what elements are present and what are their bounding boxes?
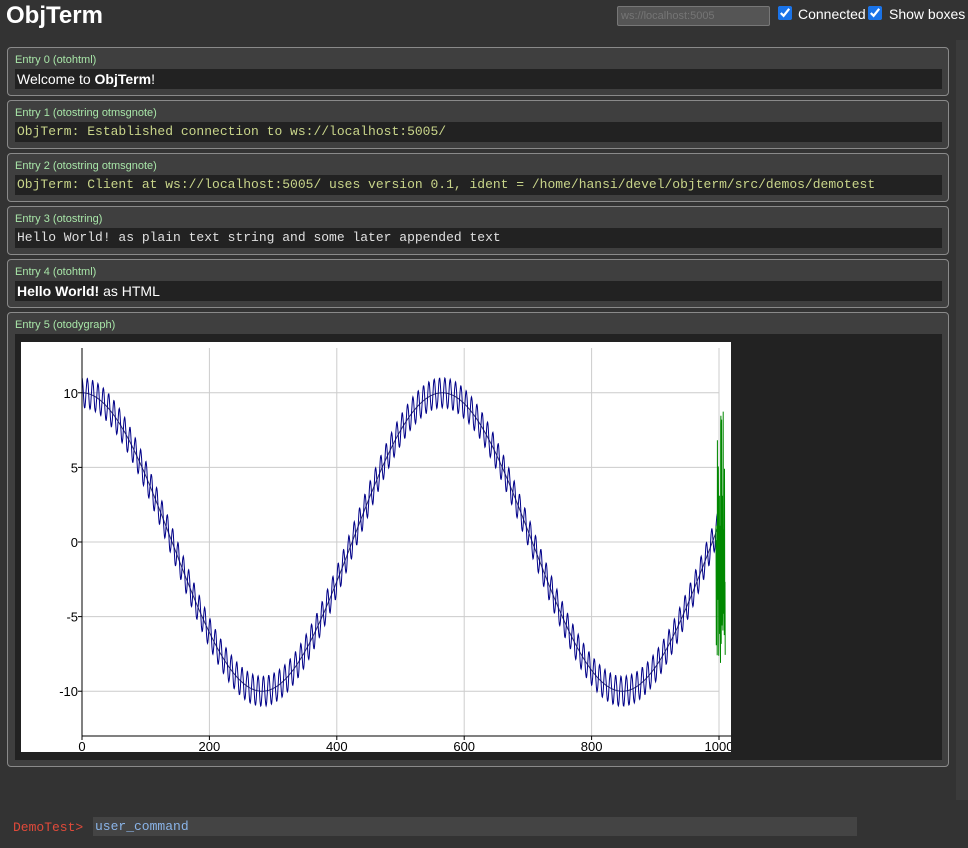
entry-list: Entry 0 (otohtml) Welcome to ObjTerm! En… xyxy=(7,47,949,771)
entry-content: Welcome to ObjTerm! xyxy=(15,69,942,89)
header-bar: ObjTerm Connected Show boxes xyxy=(0,0,968,38)
entry-2: Entry 2 (otostring otmsgnote) ObjTerm: C… xyxy=(7,153,949,202)
entry-header: Entry 4 (otohtml) xyxy=(15,266,97,278)
show-boxes-checkbox[interactable] xyxy=(868,6,882,20)
x-tick-label: 200 xyxy=(199,739,221,752)
entry-4: Entry 4 (otohtml) Hello World! as HTML xyxy=(7,259,949,308)
y-tick-label: -5 xyxy=(66,610,78,625)
entry-content: Hello World! as HTML xyxy=(15,281,942,301)
command-input[interactable] xyxy=(93,817,857,836)
entry-text: ! xyxy=(151,71,155,87)
connected-checkbox[interactable] xyxy=(778,6,792,20)
entry-bold-text: ObjTerm xyxy=(94,71,152,87)
entry-content: ObjTerm: Established connection to ws://… xyxy=(15,122,942,142)
entry-header: Entry 0 (otohtml) xyxy=(15,54,97,66)
y-tick-label: 0 xyxy=(71,535,78,550)
x-tick-label: 600 xyxy=(453,739,475,752)
entry-3: Entry 3 (otostring) Hello World! as plai… xyxy=(7,206,949,255)
show-boxes-label[interactable]: Show boxes xyxy=(889,6,966,22)
connected-label[interactable]: Connected xyxy=(798,6,866,22)
x-tick-label: 800 xyxy=(581,739,603,752)
y-tick-label: 10 xyxy=(64,386,78,401)
x-tick-label: 400 xyxy=(326,739,348,752)
y-tick-label: 5 xyxy=(71,460,78,475)
series-line xyxy=(81,376,720,708)
entry-text: Welcome to xyxy=(17,71,95,87)
x-tick-label: 1000 xyxy=(705,739,731,752)
app-title: ObjTerm xyxy=(6,2,103,29)
series-line xyxy=(715,411,726,663)
scrollbar[interactable] xyxy=(956,40,968,800)
entry-1: Entry 1 (otostring otmsgnote) ObjTerm: E… xyxy=(7,100,949,149)
entry-header: Entry 1 (otostring otmsgnote) xyxy=(15,107,157,119)
entry-0: Entry 0 (otohtml) Welcome to ObjTerm! xyxy=(7,47,949,96)
entry-header: Entry 2 (otostring otmsgnote) xyxy=(15,160,157,172)
prompt-label: DemoTest> xyxy=(13,820,84,835)
entry-content: ObjTerm: Client at ws://localhost:5005/ … xyxy=(15,175,942,195)
entry-text: as HTML xyxy=(99,283,160,299)
entry-content: Hello World! as plain text string and so… xyxy=(15,228,942,248)
server-url-input[interactable] xyxy=(617,6,770,26)
x-tick-label: 0 xyxy=(78,739,85,752)
y-tick-label: -10 xyxy=(59,684,78,699)
entry-5: Entry 5 (otodygraph) 0 200 400 600 800 1000 10… xyxy=(7,312,949,767)
entry-bold-text: Hello World! xyxy=(17,283,100,299)
entry-header: Entry 3 (otostring) xyxy=(15,213,103,225)
graph-container: 0 200 400 600 800 1000 10 5 0 -5 -10 xyxy=(15,334,942,760)
dygraph-chart[interactable]: 0 200 400 600 800 1000 10 5 0 -5 -10 xyxy=(21,342,731,752)
entry-header: Entry 5 (otodygraph) xyxy=(15,319,116,331)
